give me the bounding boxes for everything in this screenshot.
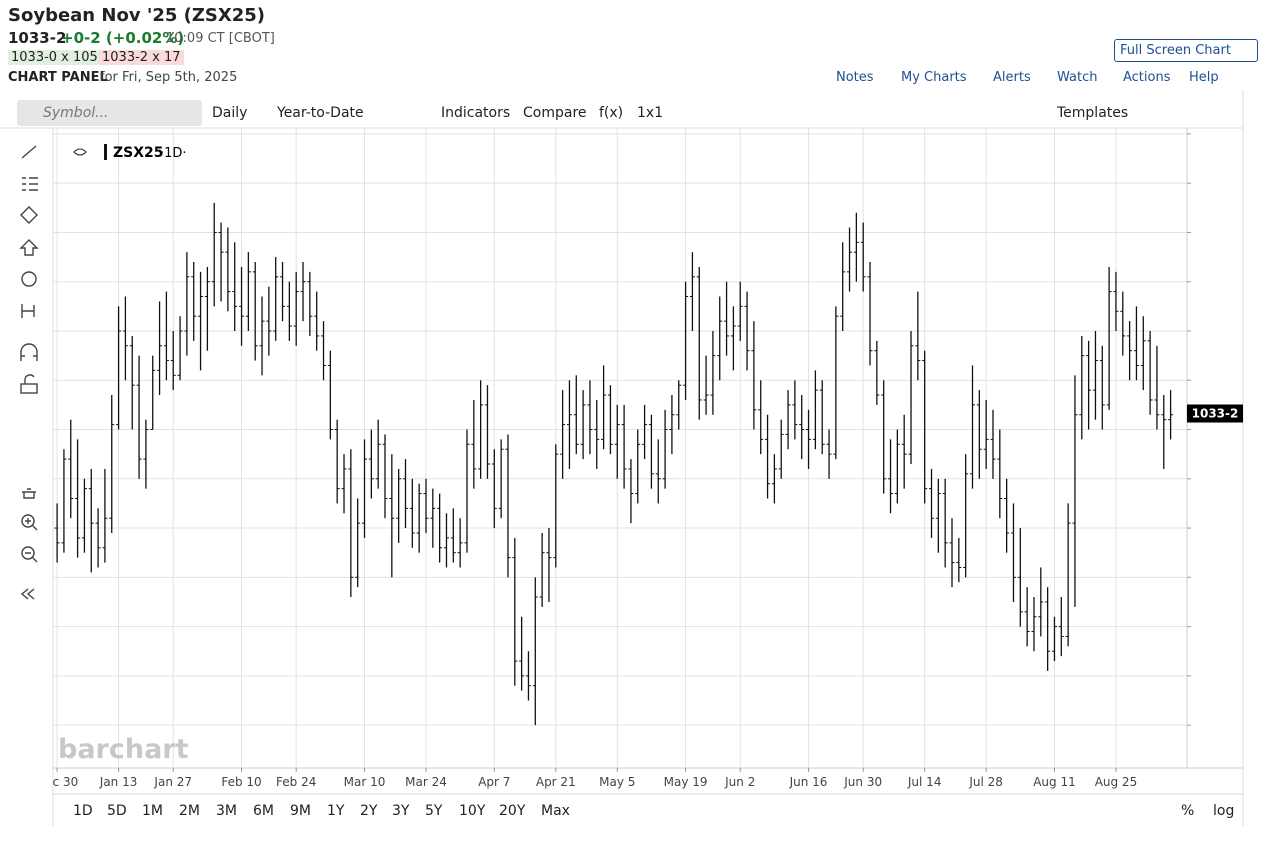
y-tick-label: 990-0 [1199,620,1234,634]
legend-swatch [104,144,107,160]
x-tick-label: Mar 24 [405,775,447,789]
nav-link[interactable]: Notes [836,70,874,85]
symbol-placeholder: Symbol... [43,105,109,121]
nav-link[interactable]: Watch [1057,70,1098,85]
range-button[interactable]: 1Y [327,803,345,819]
y-tick-label: 1040-0 [1199,373,1242,387]
range-button[interactable]: 1M [142,803,163,819]
legend-symbol: ZSX25 [113,145,164,161]
x-tick-label: Jan 13 [99,775,138,789]
panel: CHART PANEL [8,70,108,85]
x-tick-label: Apr 7 [478,775,510,789]
change: +0-2 (+0.02%) [61,29,185,47]
x-tick-label: Feb 10 [221,775,261,789]
y-tick-label: 1030-0 [1199,423,1242,437]
range-button[interactable]: 20Y [499,803,526,819]
range-button[interactable]: 6M [253,803,274,819]
range-button[interactable]: 5D [107,803,127,819]
x-tick-label: Jul 28 [968,775,1003,789]
panel-date: for Fri, Sep 5th, 2025 [100,70,238,85]
y-tick-label: 1080-0 [1199,176,1242,190]
ask: 1033-2 x 17 [99,50,184,65]
toolbar-item[interactable]: Daily [212,105,248,121]
toolbar-item[interactable]: Indicators [441,105,511,121]
side-tools [19,145,39,600]
scale-option[interactable]: log [1213,803,1235,819]
range-button[interactable]: 3M [216,803,237,819]
x-tick-label: Aug 11 [1033,775,1076,789]
fullscreen-button[interactable]: Full Screen Chart [1114,39,1258,62]
x-tick-label: Dec 30 [36,775,78,789]
range-button[interactable]: 1D [73,803,93,819]
range-button[interactable]: 9M [290,803,311,819]
range-button[interactable]: 2M [179,803,200,819]
x-tick-label: Aug 25 [1095,775,1138,789]
scale-option[interactable]: % [1181,803,1195,819]
x-tick-label: Jun 2 [724,775,755,789]
y-tick-label: 1010-0 [1199,521,1242,535]
y-tick-label: 970-0 [1199,718,1234,732]
toolbar-item[interactable]: 1x1 [637,105,664,121]
x-tick-label: Apr 21 [536,775,576,789]
nav-link[interactable]: My Charts [901,70,967,85]
y-tick-label: 1000-0 [1199,570,1242,584]
toolbar-item[interactable]: f(x) [599,105,624,121]
grid [53,128,1187,768]
x-tick-label: Jul 14 [907,775,942,789]
x-tick-label: May 19 [664,775,708,789]
x-tick-label: Jan 27 [153,775,192,789]
toolbar-item[interactable]: Year-to-Date [277,105,364,121]
y-tick-label: 1050-0 [1199,324,1242,338]
last-price-tag [1187,404,1243,423]
range-button[interactable]: 5Y [425,803,443,819]
y-tick-label: 1070-0 [1199,225,1242,239]
title: Soybean Nov '25 (ZSX25) [8,5,266,26]
templates[interactable]: Templates [1057,105,1129,121]
last-price-label: 1033-2 [1192,407,1239,421]
y-tick-label: 1020-0 [1199,472,1242,486]
toolbar-item[interactable]: Compare [523,105,587,121]
bid: 1033-0 x 105 [8,50,101,65]
y-tick-label: 1090-0 [1199,127,1242,141]
axis: 970-0 980-0 990-0 1000-0 1010-0 1020-0 1030-0 1… [36,127,1243,789]
x-tick-label: May 5 [599,775,635,789]
x-tick-label: Jun 16 [789,775,828,789]
nav-link[interactable]: Actions [1123,70,1171,85]
range-button[interactable]: 2Y [360,803,378,819]
x-tick-label: Feb 24 [276,775,316,789]
range-button[interactable]: 3Y [392,803,410,819]
symbol-input[interactable] [17,100,202,126]
range-button[interactable]: 10Y [459,803,486,819]
watermark: barchart [58,734,189,765]
legend-interval: ·1D· [160,146,187,161]
bars [54,202,1174,726]
y-tick-label: 1060-0 [1199,275,1242,289]
nav-link[interactable]: Help [1189,70,1219,85]
x-tick-label: Jun 30 [843,775,882,789]
y-tick-label: 980-0 [1199,669,1234,683]
x-tick-label: Mar 10 [344,775,386,789]
eye-icon[interactable] [73,148,87,156]
nav-link[interactable]: Alerts [993,70,1031,85]
price: 1033-2 [8,29,67,47]
range-button[interactable]: Max [541,803,570,819]
time: 10:09 CT [CBOT] [166,31,275,46]
